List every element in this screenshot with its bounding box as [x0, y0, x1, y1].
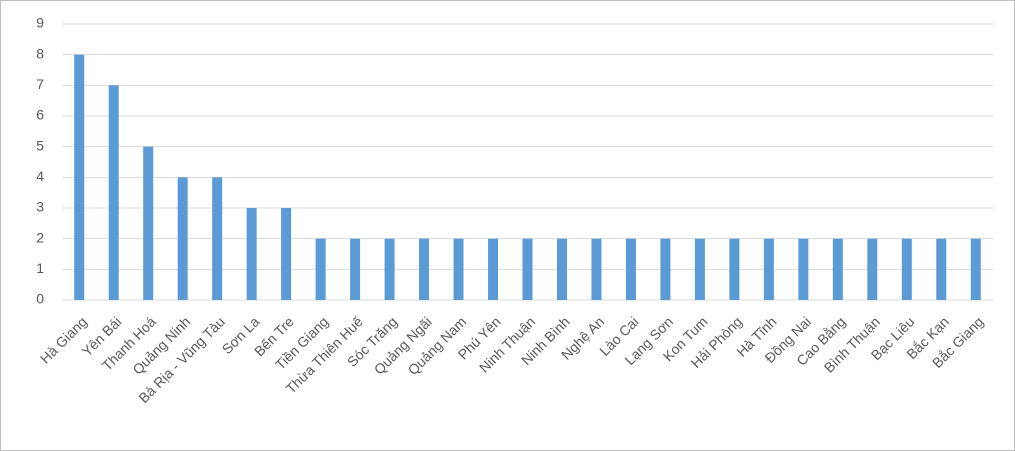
y-tick-label: 6: [36, 107, 44, 123]
bar: [281, 208, 292, 300]
y-tick-label: 3: [36, 199, 44, 215]
bar: [556, 238, 567, 300]
bar: [901, 238, 912, 300]
bar: [798, 238, 809, 300]
y-tick-label: 9: [36, 15, 44, 31]
bar: [177, 177, 188, 300]
bar: [143, 146, 154, 300]
y-tick-label: 4: [36, 168, 44, 184]
bar: [625, 238, 636, 300]
bar: [694, 238, 705, 300]
bar: [970, 238, 981, 300]
y-tick-label: 5: [36, 137, 44, 153]
bar: [108, 85, 119, 300]
bar: [419, 238, 430, 300]
bar: [763, 238, 774, 300]
y-tick-label: 0: [36, 291, 44, 307]
y-tick-label: 2: [36, 229, 44, 245]
bar: [212, 177, 223, 300]
bar: [867, 238, 878, 300]
bar: [591, 238, 602, 300]
y-tick-label: 1: [36, 260, 44, 276]
bar: [350, 238, 361, 300]
bar: [384, 238, 395, 300]
bar: [729, 238, 740, 300]
y-tick-label: 7: [36, 76, 44, 92]
bar: [832, 238, 843, 300]
bar: [315, 238, 326, 300]
bar: [522, 238, 533, 300]
y-tick-label: 8: [36, 45, 44, 61]
bar: [74, 54, 85, 300]
bar: [660, 238, 671, 300]
bar: [488, 238, 499, 300]
bar: [936, 238, 947, 300]
bar: [246, 208, 257, 300]
bar: [453, 238, 464, 300]
